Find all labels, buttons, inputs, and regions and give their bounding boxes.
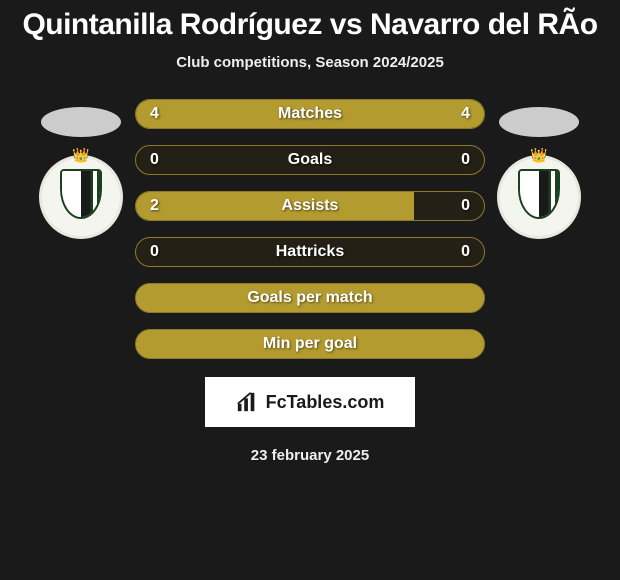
brand-text: FcTables.com [266,392,385,413]
player-photo-placeholder-right [499,107,579,137]
stat-value-right: 0 [461,192,470,220]
subtitle: Club competitions, Season 2024/2025 [176,54,444,71]
player-photo-placeholder-left [41,107,121,137]
stat-value-right: 0 [461,146,470,174]
crown-icon: 👑 [72,148,89,162]
stat-value-right: 0 [461,238,470,266]
bars-icon [236,391,258,413]
stat-bar-hattricks: 0 Hattricks 0 [135,237,485,267]
date: 23 february 2025 [251,447,369,464]
stats-column: 4 Matches 4 0 Goals 0 2 Assists 0 0 Hatt… [135,99,485,359]
info-bar-goals-per-match: Goals per match [135,283,485,313]
crown-icon: 👑 [530,148,547,162]
stat-bar-goals: 0 Goals 0 [135,145,485,175]
left-player-col: 👑 [39,99,123,239]
stat-label: Matches [136,100,484,128]
stat-label: Hattricks [136,238,484,266]
stat-value-right: 4 [461,100,470,128]
info-bar-min-per-goal: Min per goal [135,329,485,359]
stat-bar-matches: 4 Matches 4 [135,99,485,129]
stat-label: Goals [136,146,484,174]
page-title: Quintanilla Rodríguez vs Navarro del RÃ­… [22,8,597,42]
brand-link[interactable]: FcTables.com [205,377,415,427]
comparison-row: 👑 4 Matches 4 0 Goals 0 2 Assists [0,99,620,359]
club-badge-right: 👑 [497,155,581,239]
stat-label: Assists [136,192,484,220]
right-player-col: 👑 [497,99,581,239]
stat-bar-assists: 2 Assists 0 [135,191,485,221]
club-badge-left: 👑 [39,155,123,239]
shield-icon [518,169,560,219]
shield-icon [60,169,102,219]
